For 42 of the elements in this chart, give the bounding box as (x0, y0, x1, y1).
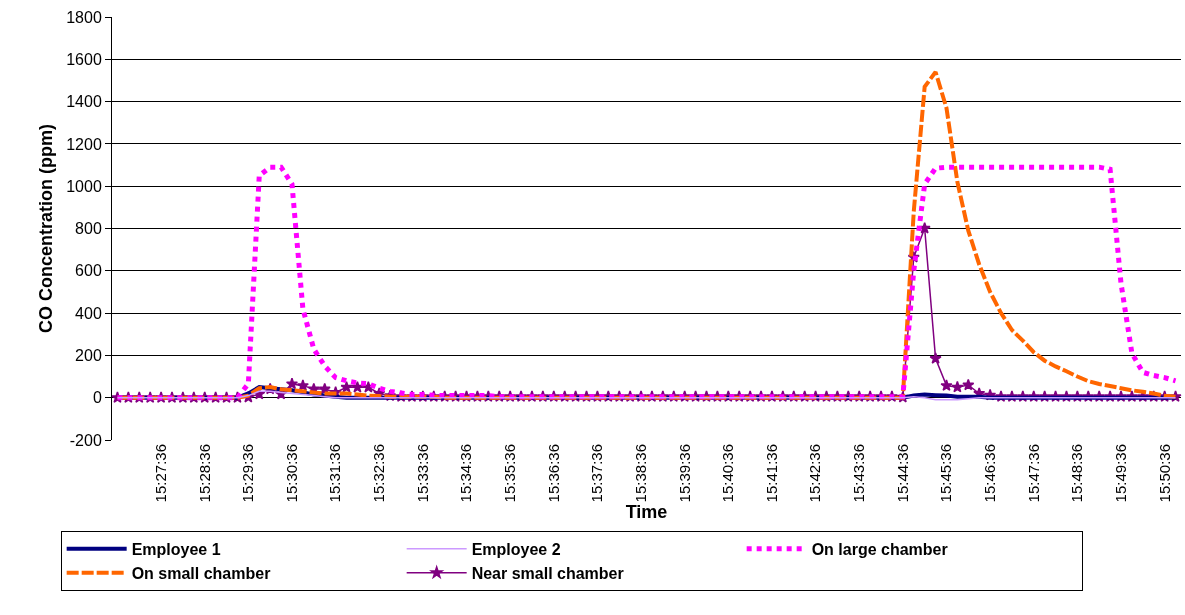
y-tick-label: 1800 (66, 8, 102, 26)
x-tick-label: 15:44:36 (893, 444, 911, 503)
x-tick-label: 15:40:36 (719, 444, 737, 503)
x-tick-label: 15:32:36 (370, 444, 388, 503)
x-tick-label: 15:49:36 (1111, 444, 1129, 503)
y-tick-label: 1200 (66, 135, 102, 153)
y-tick-label: 0 (92, 389, 102, 407)
x-tick-label: 15:42:36 (806, 444, 824, 503)
legend-label: On large chamber (811, 541, 948, 559)
x-tick-label: 15:46:36 (980, 444, 998, 503)
x-tick-label: 15:31:36 (326, 444, 344, 503)
x-tick-label: 15:48:36 (1068, 444, 1086, 503)
y-tick-label: 200 (75, 347, 102, 364)
legend-label: Employee 1 (131, 541, 221, 559)
x-tick-label: 15:38:36 (631, 444, 649, 503)
x-tick-label: 15:37:36 (588, 444, 606, 503)
y-tick-label: 800 (75, 220, 102, 238)
y-tick-label: 1000 (66, 177, 102, 195)
x-tick-label: 15:33:36 (413, 444, 431, 503)
y-tick-label: 600 (75, 262, 102, 280)
y-tick-label: 1600 (66, 50, 102, 68)
x-tick-label: 15:39:36 (675, 444, 693, 503)
x-tick-label: 15:43:36 (850, 444, 868, 503)
x-tick-label: 15:34:36 (457, 444, 475, 503)
legend-label: Employee 2 (471, 541, 561, 559)
y-tick-label: -200 (69, 431, 102, 449)
x-tick-label: 15:50:36 (1155, 444, 1173, 503)
x-tick-label: 15:36:36 (544, 444, 562, 503)
y-axis-title: CO Concentration (ppm) (36, 124, 57, 333)
x-tick-label: 15:28:36 (195, 444, 213, 503)
x-tick-label: 15:45:36 (937, 444, 955, 503)
x-tick-label: 15:35:36 (501, 444, 519, 503)
x-tick-label: 15:41:36 (762, 444, 780, 503)
x-axis-title: Time (625, 502, 668, 523)
x-tick-label: 15:29:36 (239, 444, 257, 503)
legend-label: On small chamber (131, 564, 271, 582)
x-tick-label: 15:47:36 (1024, 444, 1042, 503)
x-tick-label: 15:27:36 (151, 444, 169, 503)
y-tick-label: 1400 (66, 93, 102, 111)
y-tick-label: 400 (75, 304, 102, 322)
x-tick-label: 15:30:36 (282, 444, 300, 503)
legend-label: Near small chamber (471, 564, 624, 582)
